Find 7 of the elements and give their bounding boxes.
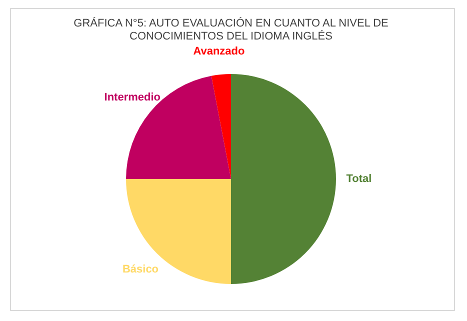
- pie-slice: [231, 74, 336, 284]
- slice-label: Avanzado: [193, 46, 246, 58]
- slice-label: Intermedio: [104, 91, 161, 104]
- slice-label: Básico: [122, 264, 159, 276]
- slice-label: Total: [346, 173, 372, 185]
- pie-slice: [211, 74, 231, 179]
- chart-title: GRÁFICA N°5: AUTO EVALUACIÓN EN CUANTO AL NIVEL DE CONOCIMIENTOS DEL IDIOMA INGLÉS: [74, 16, 388, 43]
